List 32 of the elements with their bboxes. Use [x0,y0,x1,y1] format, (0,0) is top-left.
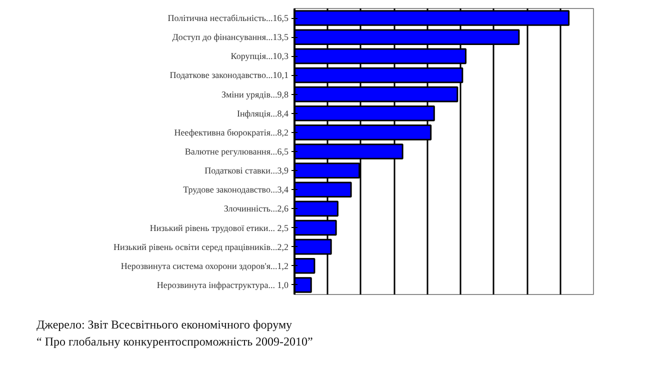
y-tick-label: Корупція [230,51,266,62]
y-tick-label: Неефективна бюрократія [174,127,270,138]
y-tick-label: Низький рівень освіти серед працівників [114,242,270,252]
data-label: ...3,9 [270,166,289,176]
data-label: ...6,5 [270,146,289,156]
y-tick-label: Зміни урядів [221,89,271,100]
data-label: ...9,8 [270,89,289,100]
y-tick-label: Податкові ставки [204,166,271,176]
data-label: ...1,2 [270,260,288,271]
text: “ Про глобальну конкурентоспроможність 2009-2010” [36,334,313,348]
y-tick-label: Доступ до фінансування [172,32,266,42]
y-tick-label: Трудове законодавство [183,184,271,195]
data-label: ...2,6 [270,204,289,214]
y-tick-label: Злочинність [224,204,271,214]
data-label: ... 1,0 [268,280,289,290]
text: Джерело: Звіт Всесвітнього економічного форуму [36,318,292,332]
data-label: ...8,4 [270,108,289,118]
data-label: ... 2,5 [268,222,289,233]
data-label: ...10,1 [266,70,288,80]
y-tick-label: Валютне регулювання [184,146,271,156]
data-label: ...3,4 [270,184,289,195]
y-tick-label: Нерозвинута система охорони здоров'я [120,260,271,271]
y-tick-label: Політична нестабільність [168,13,266,24]
y-tick-label: Інфляція [236,108,271,118]
y-tick-label: Податкове законодавство [170,70,266,80]
y-tick-label: Низький рівень трудової етики [150,222,268,233]
data-label: ...2,2 [270,242,288,252]
data-label: ...8,2 [270,127,288,138]
y-tick-label: Нерозвинута інфраструктура [156,280,268,290]
data-label: ...16,5 [266,13,289,24]
data-label: ...10,3 [266,51,289,62]
data-label: ...13,5 [266,32,289,42]
